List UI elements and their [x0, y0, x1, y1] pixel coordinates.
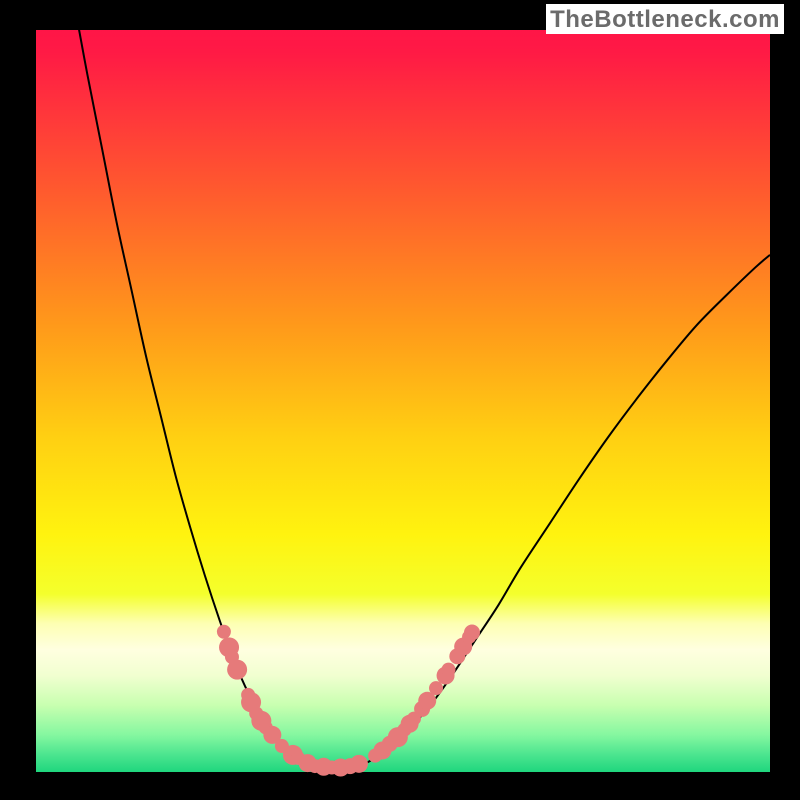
- data-marker: [350, 755, 368, 773]
- bottleneck-chart: [0, 0, 800, 800]
- attribution-label: TheBottleneck.com: [546, 4, 784, 34]
- data-marker: [217, 625, 231, 639]
- chart-background: [36, 30, 770, 772]
- data-marker: [429, 681, 443, 695]
- data-marker: [464, 625, 480, 641]
- data-marker: [442, 663, 456, 677]
- data-marker: [227, 660, 247, 680]
